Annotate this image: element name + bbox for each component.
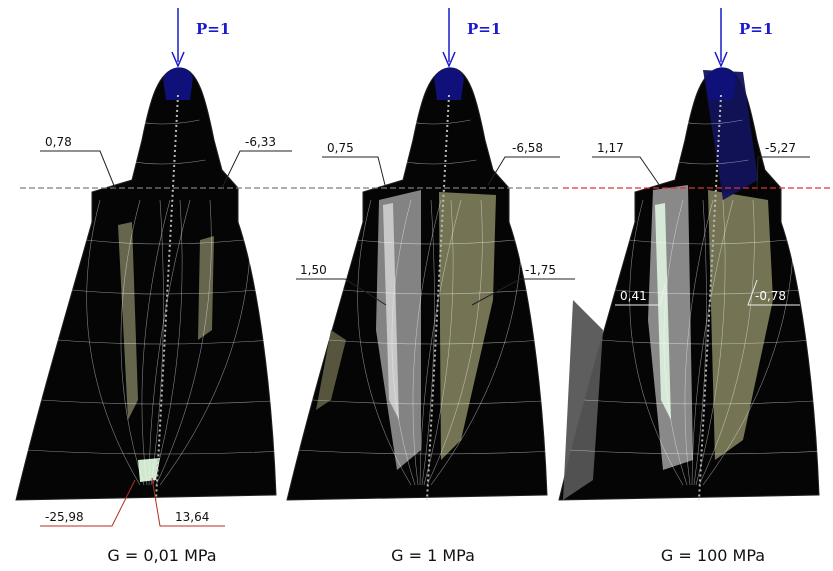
caption: G = 100 MPa — [661, 546, 765, 565]
leader-line — [40, 151, 115, 188]
tooth — [16, 68, 276, 500]
panel: P=1 — [559, 8, 833, 500]
stress-label: 0,78 — [45, 135, 72, 149]
load-label: P=1 — [739, 20, 773, 38]
stress-label: -0,78 — [755, 289, 786, 303]
stress-label: 0,41 — [620, 289, 647, 303]
leader-line — [322, 157, 385, 185]
stress-label: 13,64 — [175, 510, 209, 524]
caption: G = 0,01 MPa — [107, 546, 216, 565]
stress-label: 1,17 — [597, 141, 624, 155]
figure: P=1 P=1 P=1 0,78 -6,33 -25,98 13,64 G = 0,01 MP… — [0, 0, 833, 567]
leader-line — [592, 157, 660, 186]
stress-label: -5,27 — [765, 141, 796, 155]
caption: G = 1 MPa — [391, 546, 475, 565]
stress-label: -6,58 — [512, 141, 543, 155]
stress-label: -25,98 — [45, 510, 84, 524]
panel: P=1 — [16, 8, 303, 500]
stress-label: -1,75 — [525, 263, 556, 277]
load-label: P=1 — [467, 20, 501, 38]
stress-label: -6,33 — [245, 135, 276, 149]
stress-label: 1,50 — [300, 263, 327, 277]
panel: P=1 — [287, 8, 574, 500]
stress-region — [198, 236, 214, 340]
stress-label: 0,75 — [327, 141, 354, 155]
load-label: P=1 — [196, 20, 230, 38]
